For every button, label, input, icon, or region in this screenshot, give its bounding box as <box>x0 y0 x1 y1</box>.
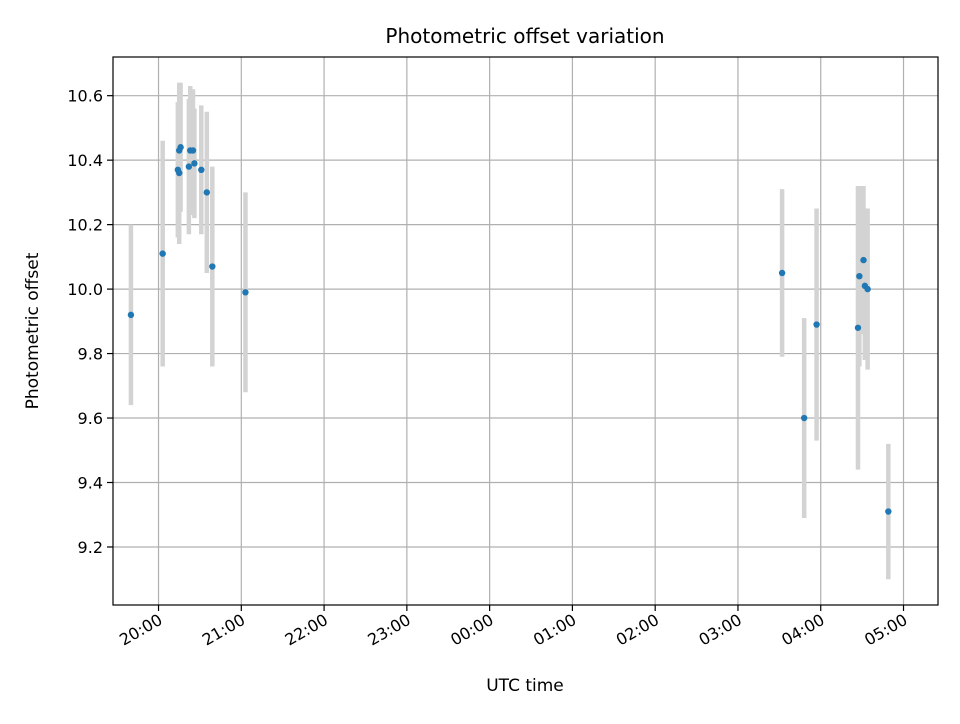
y-tick-label: 9.2 <box>78 538 103 557</box>
y-axis-label: Photometric offset <box>23 252 43 409</box>
data-point <box>854 324 862 331</box>
data-point <box>177 144 184 151</box>
data-point <box>778 269 786 277</box>
data-point <box>198 166 205 174</box>
data-point <box>176 169 183 177</box>
y-tick-label: 9.6 <box>78 409 103 428</box>
y-tick-label: 10.0 <box>67 280 103 299</box>
plot-area-frame <box>112 56 939 606</box>
data-point <box>885 508 892 515</box>
y-tick-label: 9.8 <box>78 345 103 364</box>
x-axis-label: UTC time <box>486 676 564 696</box>
y-tick-label: 9.4 <box>78 474 103 493</box>
chart-title: Photometric offset variation <box>385 24 664 48</box>
grid <box>113 57 938 605</box>
y-axis: 9.2 9.4 9.6 9.8 10.0 10.2 10.4 10.6 <box>67 87 113 557</box>
data-point <box>813 321 820 328</box>
data-point <box>242 289 249 296</box>
data-point <box>127 311 135 319</box>
data-point <box>203 189 211 196</box>
data-points <box>127 144 892 515</box>
data-point <box>856 273 863 280</box>
y-tick-label: 10.4 <box>67 151 103 170</box>
data-point <box>800 414 808 422</box>
data-point <box>191 160 198 167</box>
data-point <box>860 256 867 264</box>
data-point <box>185 163 193 170</box>
data-point <box>189 147 197 154</box>
data-point <box>159 250 166 257</box>
data-point <box>864 285 871 293</box>
y-tick-label: 10.6 <box>67 87 103 106</box>
data-point <box>209 263 216 270</box>
y-tick-label: 10.2 <box>67 216 103 235</box>
